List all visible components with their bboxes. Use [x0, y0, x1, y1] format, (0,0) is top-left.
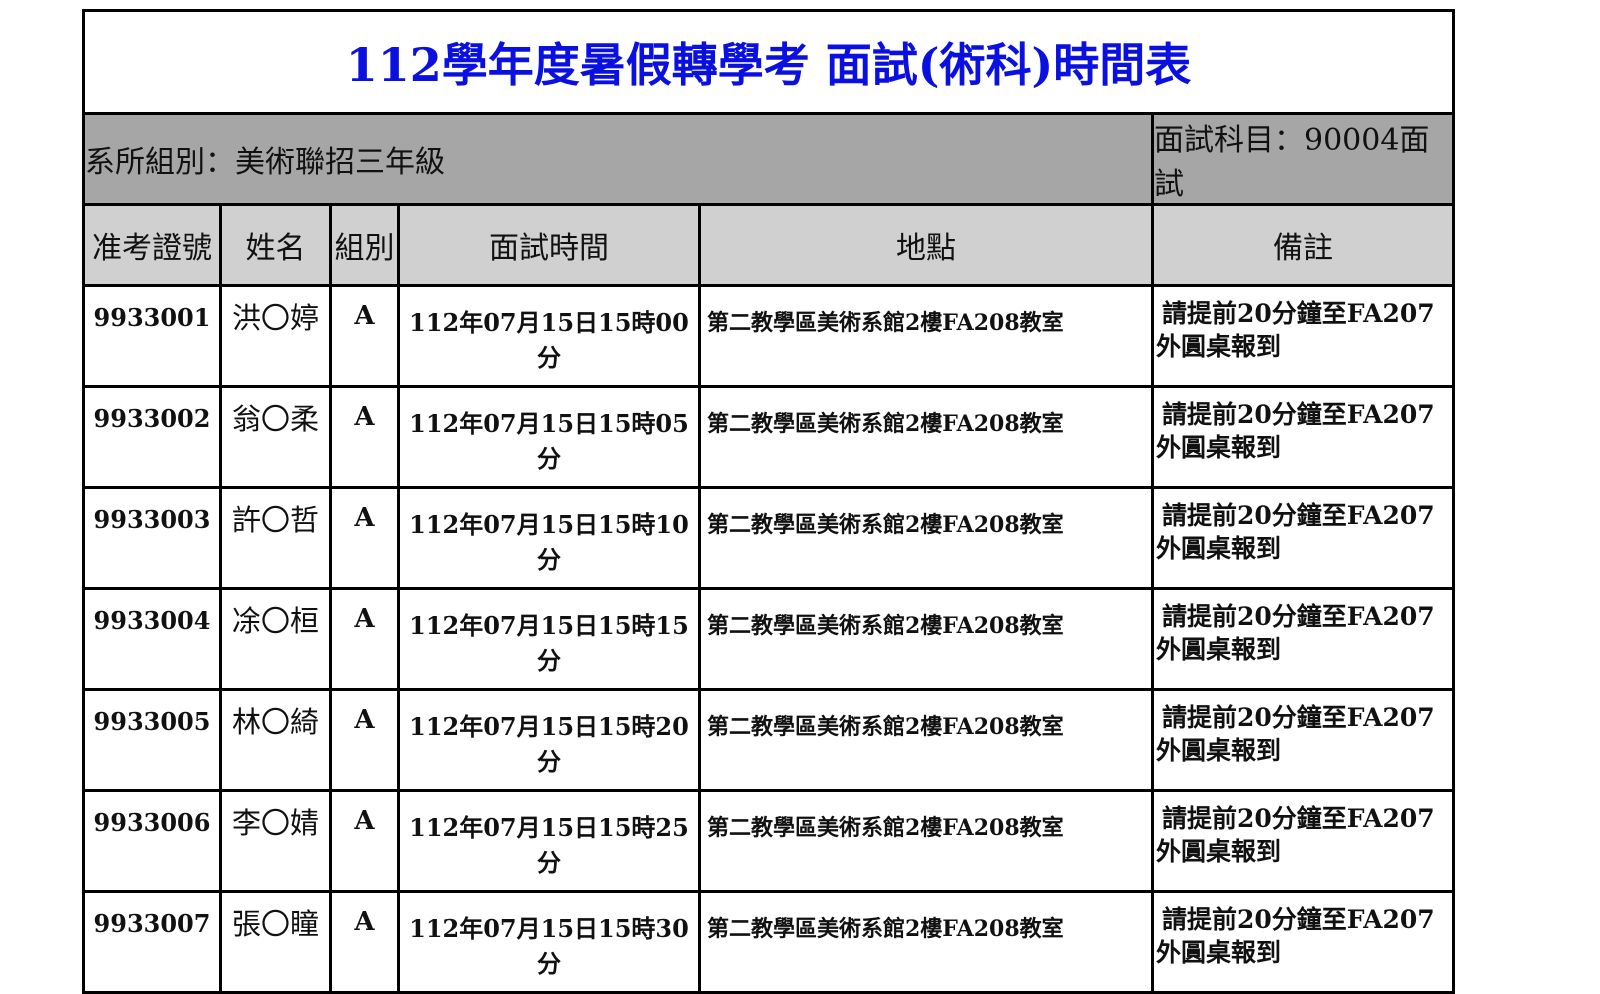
note-line: 外圓桌報到 [1156, 736, 1282, 765]
table-row: 9933005 林〇綺 A 112年07月15日15時20分 第二教學區美術系館2樓FA… [82, 688, 1456, 792]
table-row: 9933001 洪〇婷 A 112年07月15日15時00分 第二教學區美術系館2樓FA… [82, 284, 1456, 388]
note-line: 請提前20分鐘至FA207 [1162, 703, 1435, 732]
column-header-id: 准考證號 [82, 203, 222, 287]
note: 請提前20分鐘至FA207 外圓桌報到 [1150, 385, 1456, 489]
note: 請提前20分鐘至FA207 外圓桌報到 [1150, 587, 1456, 691]
student-name: 凃〇桓 [219, 587, 332, 691]
student-name: 李〇婧 [219, 789, 332, 893]
department-label: 系所組別：美術聯招三年級 [82, 112, 1154, 206]
note-line: 請提前20分鐘至FA207 [1162, 299, 1435, 328]
note-line: 外圓桌報到 [1156, 635, 1282, 664]
note-line: 外圓桌報到 [1156, 938, 1282, 967]
note-line: 外圓桌報到 [1156, 332, 1282, 361]
interview-time: 112年07月15日15時10分 [397, 486, 701, 590]
group: A [329, 789, 400, 893]
exam-number: 9933002 [82, 385, 222, 489]
exam-number: 9933001 [82, 284, 222, 388]
column-header-group: 組別 [329, 203, 400, 287]
interview-time: 112年07月15日15時15分 [397, 587, 701, 691]
interview-time: 112年07月15日15時00分 [397, 284, 701, 388]
location: 第二教學區美術系館2樓FA208教室 [698, 284, 1154, 388]
table-row: 9933006 李〇婧 A 112年07月15日15時25分 第二教學區美術系館2樓FA… [82, 789, 1456, 893]
note-line: 請提前20分鐘至FA207 [1162, 602, 1435, 631]
note-line: 請提前20分鐘至FA207 [1162, 905, 1435, 934]
column-header-name: 姓名 [219, 203, 332, 287]
exam-number: 9933007 [82, 890, 222, 994]
group: A [329, 385, 400, 489]
location: 第二教學區美術系館2樓FA208教室 [698, 890, 1154, 994]
student-name: 翁〇柔 [219, 385, 332, 489]
group: A [329, 890, 400, 994]
location: 第二教學區美術系館2樓FA208教室 [698, 486, 1154, 590]
location: 第二教學區美術系館2樓FA208教室 [698, 385, 1154, 489]
table-row: 9933003 許〇哲 A 112年07月15日15時10分 第二教學區美術系館2樓FA… [82, 486, 1456, 590]
column-header-time: 面試時間 [397, 203, 701, 287]
student-name: 林〇綺 [219, 688, 332, 792]
table-row: 9933007 張〇瞳 A 112年07月15日15時30分 第二教學區美術系館2樓FA… [82, 890, 1456, 994]
table-row: 9933004 凃〇桓 A 112年07月15日15時15分 第二教學區美術系館2樓FA… [82, 587, 1456, 691]
note-line: 請提前20分鐘至FA207 [1162, 804, 1435, 833]
interview-time: 112年07月15日15時25分 [397, 789, 701, 893]
exam-number: 9933004 [82, 587, 222, 691]
group: A [329, 284, 400, 388]
header-row: 准考證號 姓名 組別 面試時間 地點 備註 [82, 203, 1456, 287]
note-line: 請提前20分鐘至FA207 [1162, 501, 1435, 530]
interview-time: 112年07月15日15時05分 [397, 385, 701, 489]
document-title: 112學年度暑假轉學考 面試(術科)時間表 [81, 9, 1456, 115]
location: 第二教學區美術系館2樓FA208教室 [698, 688, 1154, 792]
note: 請提前20分鐘至FA207 外圓桌報到 [1150, 688, 1456, 792]
note: 請提前20分鐘至FA207 外圓桌報到 [1150, 486, 1456, 590]
exam-number: 9933005 [82, 688, 222, 792]
schedule-table: 112學年度暑假轉學考 面試(術科)時間表 系所組別：美術聯招三年級 面試科目：… [81, 9, 1456, 994]
column-header-note: 備註 [1150, 203, 1456, 287]
note-line: 外圓桌報到 [1156, 837, 1282, 866]
group: A [329, 486, 400, 590]
interview-time: 112年07月15日15時30分 [397, 890, 701, 994]
note: 請提前20分鐘至FA207 外圓桌報到 [1150, 890, 1456, 994]
student-name: 張〇瞳 [219, 890, 332, 994]
note: 請提前20分鐘至FA207 外圓桌報到 [1150, 789, 1456, 893]
interview-time: 112年07月15日15時20分 [397, 688, 701, 792]
note-line: 請提前20分鐘至FA207 [1162, 400, 1435, 429]
location: 第二教學區美術系館2樓FA208教室 [698, 587, 1154, 691]
table-row: 9933002 翁〇柔 A 112年07月15日15時05分 第二教學區美術系館2樓FA… [82, 385, 1456, 489]
note: 請提前20分鐘至FA207 外圓桌報到 [1150, 284, 1456, 388]
note-line: 外圓桌報到 [1156, 534, 1282, 563]
exam-number: 9933006 [82, 789, 222, 893]
note-line: 外圓桌報到 [1156, 433, 1282, 462]
group: A [329, 587, 400, 691]
subject-label: 面試科目：90004面試 [1150, 112, 1456, 206]
student-name: 許〇哲 [219, 486, 332, 590]
group: A [329, 688, 400, 792]
column-header-location: 地點 [698, 203, 1154, 287]
exam-number: 9933003 [82, 486, 222, 590]
location: 第二教學區美術系館2樓FA208教室 [698, 789, 1154, 893]
student-name: 洪〇婷 [219, 284, 332, 388]
